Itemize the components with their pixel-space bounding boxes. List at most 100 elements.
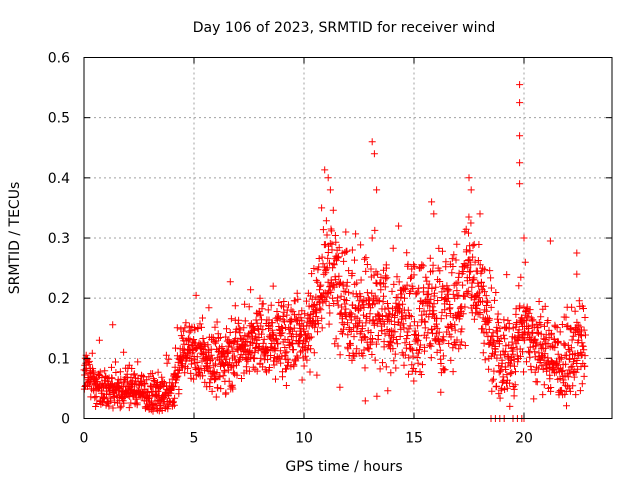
data-point [535,298,543,305]
data-point [377,286,385,294]
data-point [573,357,581,364]
data-point [449,368,457,376]
data-point [406,341,414,348]
data-point [429,303,437,311]
data-point [537,313,545,321]
data-point [223,325,230,333]
data-point [501,335,509,343]
data-point [433,324,441,332]
data-point [343,278,351,286]
data-point [554,350,562,358]
data-point [334,294,342,302]
data-point [284,358,292,366]
data-point [250,355,258,363]
data-point [558,386,566,394]
data-point [375,297,383,305]
data-point [493,382,500,390]
data-point [387,317,395,325]
data-point [558,368,566,376]
data-point [489,329,497,337]
data-point [355,297,363,305]
data-point [202,363,210,371]
data-point [495,368,503,376]
data-point [245,367,253,375]
data-point [344,319,351,327]
data-point [447,356,455,364]
data-point [112,358,119,366]
data-point [290,324,298,332]
data-point [319,260,327,268]
data-point [422,334,430,342]
data-point [272,334,280,342]
plot-frame [83,57,613,419]
data-point [218,343,226,351]
data-point [267,301,275,309]
data-point [539,391,547,399]
data-point [290,346,297,354]
data-point [479,349,487,357]
data-point [430,300,438,308]
data-point [409,352,417,360]
data-point [487,284,495,292]
data-point [158,373,166,381]
data-point [368,234,376,242]
data-point [316,304,324,312]
data-point [395,222,403,230]
data-point [225,377,233,385]
data-point [344,331,352,339]
data-point [374,332,382,339]
data-point [481,288,488,296]
data-point [453,292,461,300]
data-point [410,377,418,385]
data-point [321,166,329,174]
data-point [553,324,561,332]
data-point [332,335,340,343]
data-point [365,296,373,304]
data-point [519,348,526,356]
data-point [523,358,530,366]
data-point [205,304,213,312]
data-point [556,328,564,336]
data-point [133,401,141,409]
data-point [293,289,301,297]
data-point [562,360,570,368]
data-point [520,368,527,376]
data-point [401,294,408,302]
chart-title: Day 106 of 2023, SRMTID for receiver win… [193,20,496,36]
data-point [493,315,501,323]
data-point [402,285,410,293]
data-point [558,321,566,328]
data-point [426,341,434,349]
data-point [95,336,103,344]
data-point [572,391,580,399]
data-point [329,264,337,272]
data-point [221,368,229,376]
data-point [361,397,369,405]
data-point [571,307,579,315]
data-point [490,367,498,375]
data-point [170,382,178,390]
data-point [92,393,100,400]
data-point [370,319,378,327]
data-point [312,313,320,320]
data-point [400,324,408,332]
data-point [444,287,452,295]
data-point [343,297,351,304]
data-point [430,307,438,315]
data-point [558,367,566,375]
data-point [232,325,240,333]
data-point [384,300,391,307]
data-point [521,336,529,344]
data-point [130,370,138,378]
data-point [405,370,412,378]
data-point [241,317,249,325]
data-point [298,307,306,315]
data-point [194,325,202,333]
data-point [184,364,192,372]
data-point [470,315,478,323]
data-point [224,349,232,357]
data-point [403,335,411,343]
data-point [168,375,176,383]
data-point [437,388,445,396]
data-point [581,362,589,370]
